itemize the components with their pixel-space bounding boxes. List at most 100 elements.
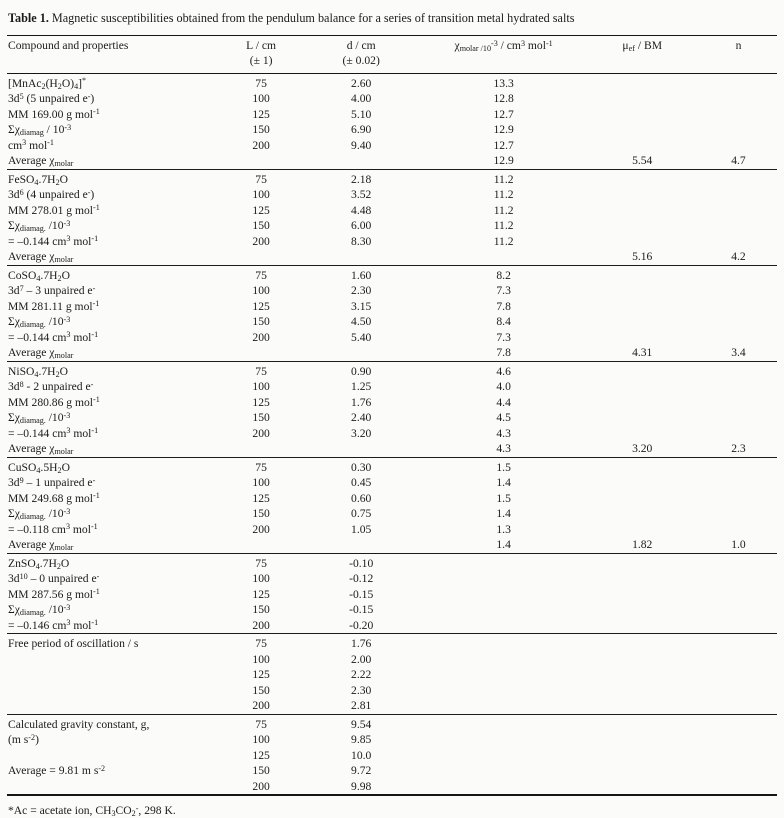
table-cell [584,234,700,250]
table-title-label: Table 1. [8,11,49,25]
table-cell [7,748,223,764]
table-cell: 1.5 [422,456,585,476]
table-cell [700,122,777,138]
table-cell: 75 [222,552,300,572]
table-cell [584,602,700,618]
table-cell: 75 [222,360,300,380]
table-cell [584,264,700,284]
table-cell [584,138,700,154]
table-row: 125 10.0 [7,748,777,764]
table-row: [MnAc2(H2O)4]* 75 2.60 13.3 [7,73,777,91]
table-row: 125 2.22 [7,667,777,683]
table-cell [699,713,777,733]
table-cell [300,537,423,553]
table-cell [584,107,700,123]
table-row: Calculated gravity constant, g, 75 9.54 [7,713,777,733]
table-row: MM 281.11 g mol-1 125 3.15 7.8 [7,299,777,315]
table-cell: 11.2 [493,234,514,248]
table-cell [700,91,777,107]
table-cell: 75 [222,713,300,733]
table-cell: 150 [252,411,270,425]
table-cell [423,571,585,587]
table-cell: 4.4 [496,395,511,409]
table-cell: Σχdiamag. /10-3 [8,506,71,522]
table-cell [584,379,700,395]
table-cell [7,667,223,683]
table-cell: ZnSO4.7H2O [7,552,223,572]
table-row: 200 2.81 [7,698,777,714]
table-cell [700,426,777,442]
table-cell: -0.15 [349,603,374,617]
col-header-line2: (± 1) [249,53,273,67]
table-cell: 2.81 [351,699,372,713]
table-cell [700,698,777,714]
table-cell: 3.20 [632,442,653,456]
table-cell: MM 249.68 g mol-1 [8,491,100,505]
table-cell: 2.30 [351,284,372,298]
table-cell: 7.8 [496,299,511,313]
table-cell: 1.0 [731,538,746,552]
table-cell: 8.30 [351,234,372,248]
table-row: 3d7 – 3 unpaired e- 100 2.30 7.3 [7,283,777,299]
table-cell: 9.85 [351,733,372,747]
table-cell: MM 278.01 g mol-1 [8,203,100,217]
table-cell: 13.3 [493,76,514,90]
table-cell: 2.00 [351,652,372,666]
table-cell [300,345,423,361]
table-row: 200 9.98 [7,779,777,796]
table-row: = –0.144 cm3 mol-1 200 5.40 7.3 [7,330,777,346]
table-cell: 3d10 – 0 unpaired e- [8,571,100,586]
table-cell: Average χmolar [8,442,74,457]
table-cell: 0.90 [299,360,423,380]
table-cell [584,456,700,476]
paper-page: Table 1. Magnetic susceptibilities obtai… [7,10,777,818]
table-cell [700,732,777,748]
table-row: cm3 mol-1 200 9.40 12.7 [7,138,777,154]
table-cell: FeSO4.7H2O [7,168,223,188]
table-row: 3d5 (5 unpaired e-) 100 4.00 12.8 [7,91,777,107]
table-cell: 3.15 [351,299,372,313]
table-cell [700,218,777,234]
table-cell: 7.8 [496,346,511,360]
header-row: Compound and properties L / cm (± 1) d /… [7,35,777,74]
table-cell: 1.25 [351,380,372,394]
table-cell: 200 [252,522,270,536]
table-cell: 75 [255,76,267,90]
table-cell: -0.20 [349,618,374,632]
table-row: Average χmolar 12.9 5.54 4.7 [7,153,777,169]
table-cell: 3d6 (4 unpaired e-) [8,187,95,202]
table-cell: 9.72 [351,764,372,778]
table-cell [584,667,700,683]
table-cell [422,713,585,733]
col-header-line1: d / cm [346,39,376,52]
table-cell [584,91,700,107]
table-row: Σχdiamag. /10-3 150 0.75 1.4 [7,506,777,522]
table-cell [584,683,700,699]
table-title-text: Magnetic susceptibilities obtained from … [48,11,575,25]
table-row: = –0.146 cm3 mol-1 200 -0.20 [7,618,777,634]
table-cell [700,410,777,426]
table-cell [699,264,777,284]
table-cell: 150 [252,123,270,137]
table-cell: 125 [252,491,270,505]
table-cell [223,441,300,457]
table-cell [584,475,700,491]
table-cell [584,314,700,330]
table-cell [423,683,585,699]
table-cell [699,633,777,652]
table-cell: 0.75 [351,507,372,521]
table-cell [584,299,700,315]
table-cell: 9.98 [351,779,372,793]
table-cell: 9.40 [351,138,372,152]
table-cell: 150 [252,683,270,697]
table-cell [700,522,777,538]
table-cell [423,748,585,764]
table-cell: 200 [252,234,270,248]
table-row: Average χmolar 5.16 4.2 [7,249,777,265]
table-cell [700,571,777,587]
table-cell: 3.52 [351,188,372,202]
table-cell [423,602,585,618]
table-cell [423,667,585,683]
table-row: Σχdiamag. /10-3 150 6.00 11.2 [7,218,777,234]
table-cell: -0.15 [349,587,374,601]
